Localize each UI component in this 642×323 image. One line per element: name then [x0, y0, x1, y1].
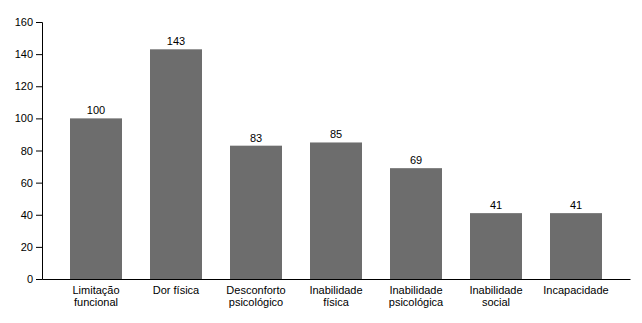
x-tick: Incapacidade: [543, 284, 608, 296]
y-tick: 80: [21, 145, 42, 157]
y-tick: 120: [15, 80, 42, 92]
x-tick-label-line: física: [323, 296, 350, 308]
y-tick: 40: [21, 209, 42, 221]
data-label: 85: [330, 128, 342, 140]
x-axis-line: [43, 279, 631, 280]
y-tick-mark: [36, 151, 42, 152]
y-tick-label: 0: [27, 273, 33, 285]
x-tick-label-line: Desconforto: [226, 284, 285, 296]
y-tick: 20: [21, 241, 42, 253]
y-tick-label: 120: [15, 80, 33, 92]
x-tick: Inabilidadepsicológica: [389, 284, 444, 309]
x-tick-label-line: psicológica: [389, 296, 444, 308]
chart-container: 100 143 83 85 69 41 41 0 20 40 60 80 100 120 140 160 Lim…: [0, 0, 642, 323]
x-tick-label: Desconfortopsicológico: [226, 284, 285, 309]
data-label: 69: [410, 154, 422, 166]
x-tick: Inabilidadesocial: [469, 284, 522, 309]
bar: [470, 213, 522, 279]
x-tick-label-line: social: [482, 296, 510, 308]
y-tick-mark: [36, 215, 42, 216]
plot-area: 100 143 83 85 69 41 41 0 20 40 60 80 100 120 140 160 Lim…: [15, 16, 631, 308]
x-tick-label: Inabilidadepsicológica: [389, 284, 444, 309]
x-tick-label-line: Inabilidade: [389, 284, 442, 296]
y-tick-mark: [36, 54, 42, 55]
y-tick-label: 20: [21, 241, 33, 253]
x-tick-label-line: Inabilidade: [309, 284, 362, 296]
x-tick-label: Incapacidade: [543, 284, 608, 296]
x-tick-label-line: Inabilidade: [469, 284, 522, 296]
bar: [390, 168, 442, 279]
x-tick-label: Limitaçãofuncional: [72, 284, 119, 309]
x-tick-label-line: Incapacidade: [543, 284, 608, 296]
y-tick-label: 160: [15, 16, 33, 28]
y-axis: 0 20 40 60 80 100 120 140 160: [15, 16, 43, 285]
y-tick-mark: [36, 279, 42, 280]
data-label: 41: [570, 199, 582, 211]
x-tick: Desconfortopsicológico: [226, 284, 285, 309]
x-tick-label: Inabilidadefísica: [309, 284, 362, 309]
data-label: 41: [490, 199, 502, 211]
y-tick: 160: [15, 16, 42, 28]
y-tick-label: 60: [21, 177, 33, 189]
bar: [70, 118, 122, 279]
data-label: 143: [167, 35, 185, 47]
data-label: 100: [87, 104, 105, 116]
x-tick-label: Inabilidadesocial: [469, 284, 522, 309]
bar: [310, 142, 362, 279]
bar: [550, 213, 602, 279]
x-tick: Inabilidadefísica: [309, 284, 362, 309]
y-tick-label: 40: [21, 209, 33, 221]
x-axis: LimitaçãofuncionalDor físicaDesconfortop…: [43, 280, 631, 309]
x-tick-label-line: funcional: [74, 296, 118, 308]
y-tick-mark: [36, 183, 42, 184]
y-tick-label: 80: [21, 145, 33, 157]
x-tick-label-line: Limitação: [72, 284, 119, 296]
x-tick-label-line: Dor física: [153, 284, 200, 296]
y-tick-mark: [36, 118, 42, 119]
bars: [70, 49, 602, 279]
data-labels: 100 143 83 85 69 41 41: [87, 35, 582, 211]
y-tick-mark: [36, 86, 42, 87]
bar: [150, 49, 202, 279]
y-tick-mark: [36, 247, 42, 248]
x-tick: Limitaçãofuncional: [72, 284, 119, 309]
y-tick: 0: [27, 273, 42, 285]
y-tick: 140: [15, 48, 42, 60]
y-tick: 60: [21, 177, 42, 189]
x-tick-label: Dor física: [153, 284, 200, 296]
data-label: 83: [250, 132, 262, 144]
chart-svg: 100 143 83 85 69 41 41 0 20 40 60 80 100 120 140 160 Lim…: [0, 0, 642, 323]
y-tick-label: 100: [15, 112, 33, 124]
y-tick-mark: [36, 22, 42, 23]
y-tick: 100: [15, 112, 42, 124]
y-tick-label: 140: [15, 48, 33, 60]
x-tick: Dor física: [153, 284, 200, 296]
x-tick-label-line: psicológico: [229, 296, 283, 308]
bar: [230, 146, 282, 279]
y-axis-line: [36, 23, 43, 280]
